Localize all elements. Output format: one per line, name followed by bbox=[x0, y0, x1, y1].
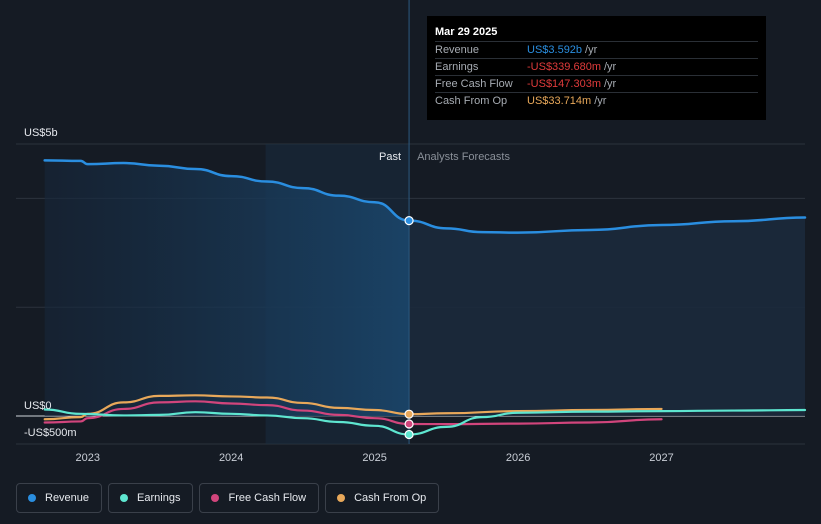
legend-dot-icon bbox=[337, 494, 346, 502]
legend-label: Free Cash Flow bbox=[228, 492, 307, 504]
series-line-cash-from-op bbox=[43, 394, 663, 421]
revenue-area bbox=[44, 0, 805, 444]
legend-dot-icon bbox=[28, 494, 36, 502]
tooltip-row-cash-from-op: Cash From Op US$33.714m /yr bbox=[435, 92, 758, 109]
tooltip-unit: /yr bbox=[585, 44, 598, 56]
legend-dot-icon bbox=[211, 494, 220, 502]
tooltip-label: Earnings bbox=[435, 61, 479, 73]
legend-label: Earnings bbox=[137, 492, 181, 504]
legend: Revenue Earnings Free Cash Flow Cash Fro… bbox=[16, 483, 440, 513]
y-tick-label: US$5b bbox=[24, 127, 58, 139]
hover-markers bbox=[404, 215, 414, 440]
past-label: Past bbox=[379, 151, 401, 163]
marker-earnings bbox=[404, 429, 414, 440]
tooltip-unit: /yr bbox=[604, 61, 617, 73]
tooltip-label: Cash From Op bbox=[435, 95, 508, 107]
legend-item-free-cash-flow[interactable]: Free Cash Flow bbox=[199, 483, 320, 513]
series-line-earnings bbox=[43, 408, 807, 436]
x-tick-label: 2026 bbox=[506, 452, 530, 464]
legend-item-earnings[interactable]: Earnings bbox=[108, 483, 194, 513]
marker-free-cash-flow bbox=[404, 419, 414, 429]
tooltip-date: Mar 29 2025 bbox=[435, 26, 498, 38]
revenue-area-forecast bbox=[409, 217, 805, 416]
tooltip-label: Revenue bbox=[435, 44, 480, 56]
tooltip: Mar 29 2025 Revenue US$3.592b /yr Earnin… bbox=[427, 16, 766, 120]
legend-label: Revenue bbox=[45, 492, 90, 504]
legend-label: Cash From Op bbox=[354, 492, 427, 504]
tooltip-value: US$33.714m bbox=[527, 95, 592, 107]
legend-item-cash-from-op[interactable]: Cash From Op bbox=[325, 483, 440, 513]
tooltip-value: US$3.592b bbox=[527, 44, 583, 56]
y-tick-label: -US$500m bbox=[24, 427, 77, 439]
forecast-label: Analysts Forecasts bbox=[417, 151, 510, 163]
tooltip-row-earnings: Earnings -US$339.680m /yr bbox=[435, 58, 758, 75]
series-line-revenue bbox=[43, 159, 807, 234]
y-tick-label: US$0 bbox=[24, 400, 52, 412]
tooltip-label: Free Cash Flow bbox=[435, 78, 513, 90]
marker-cash-from-op bbox=[404, 409, 414, 419]
revenue-area-past bbox=[44, 160, 410, 416]
tooltip-row-revenue: Revenue US$3.592b /yr bbox=[435, 41, 758, 58]
marker-revenue bbox=[404, 215, 414, 226]
tooltip-unit: /yr bbox=[604, 78, 617, 90]
tooltip-value: -US$339.680m bbox=[527, 61, 601, 73]
series-line-free-cash-flow bbox=[43, 400, 663, 426]
x-tick-label: 2024 bbox=[219, 452, 243, 464]
tooltip-value: -US$147.303m bbox=[527, 78, 601, 90]
tooltip-row-free-cash-flow: Free Cash Flow -US$147.303m /yr bbox=[435, 75, 758, 92]
series-lines bbox=[43, 159, 807, 436]
legend-item-revenue[interactable]: Revenue bbox=[16, 483, 103, 513]
x-tick-label: 2023 bbox=[75, 452, 99, 464]
legend-dot-icon bbox=[120, 494, 129, 502]
tooltip-unit: /yr bbox=[594, 95, 607, 107]
axis-labels: US$5b US$0 -US$500m 2023 2024 2025 2026 2027 Pas… bbox=[24, 127, 674, 464]
x-tick-label: 2025 bbox=[362, 452, 386, 464]
x-tick-label: 2027 bbox=[649, 452, 673, 464]
